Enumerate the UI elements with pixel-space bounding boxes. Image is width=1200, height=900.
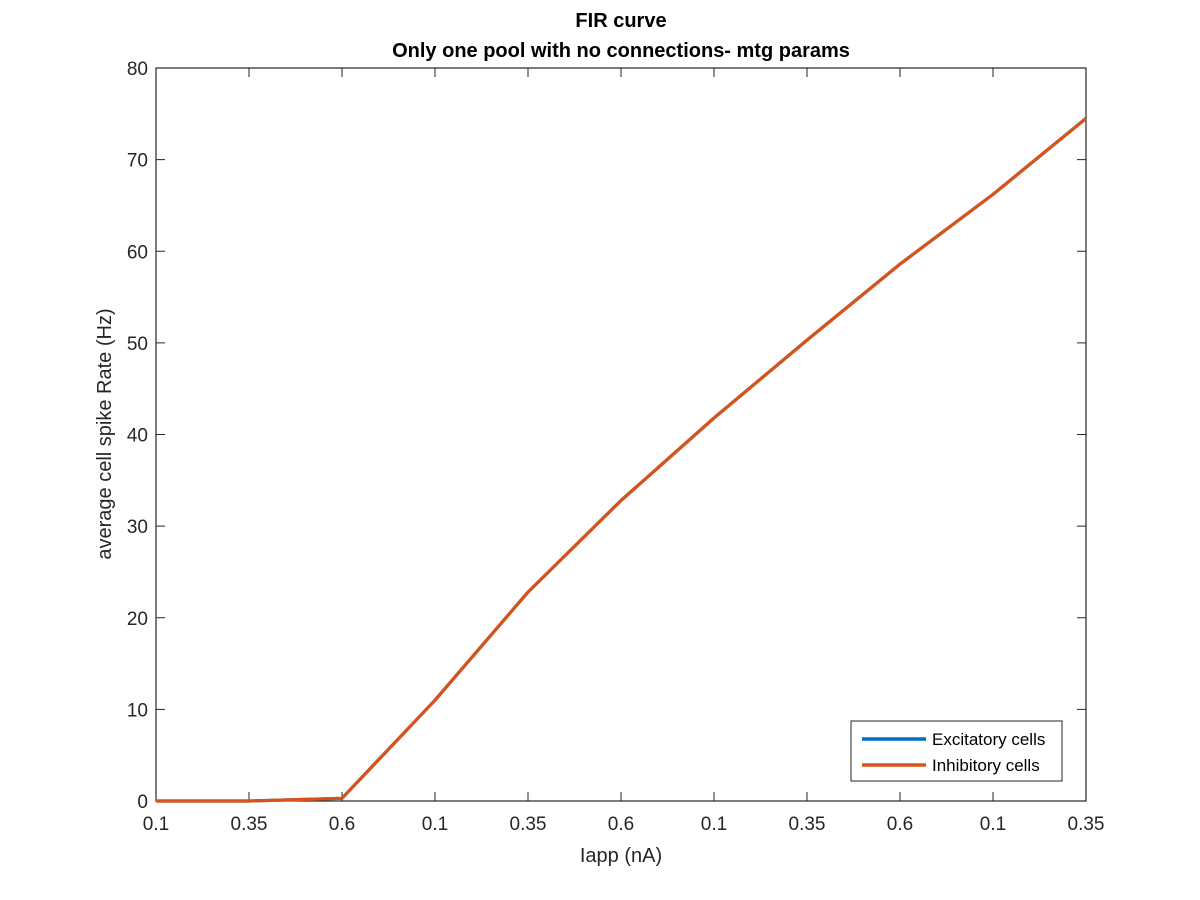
y-tick-label: 10 [127,700,148,721]
x-tick-label: 0.1 [980,814,1006,835]
x-tick-label: 0.1 [701,814,727,835]
y-tick-label: 50 [127,334,148,355]
x-tick-label: 0.6 [608,814,634,835]
x-tick-label: 0.6 [329,814,355,835]
legend-label: Excitatory cells [932,730,1045,749]
x-tick-label: 0.35 [789,814,826,835]
y-axis-label: average cell spike Rate (Hz) [94,308,116,559]
y-tick-label: 20 [127,609,148,630]
legend-label: Inhibitory cells [932,756,1040,775]
x-axis-label: Iapp (nA) [580,845,662,867]
series-line-inhibitory-cells [156,117,1088,803]
x-tick-label: 0.1 [422,814,448,835]
x-tick-label: 0.35 [1068,814,1105,835]
y-tick-label: 60 [127,242,148,263]
y-tick-label: 30 [127,517,148,538]
y-tick-label: 80 [127,59,148,80]
x-tick-label: 0.35 [231,814,268,835]
plot-area: 0.1 0.35 0.6 0.1 0.35 0.6 0.1 0.35 0.6 0.1 0.35 0 10… [127,59,1105,835]
axes-box [155,67,1087,802]
chart-title: FIR curve [575,10,666,32]
x-tick-label: 0.1 [143,814,169,835]
x-tick-label: 0.35 [510,814,547,835]
legend-box [850,720,1063,782]
y-tick-label: 0 [137,792,148,813]
chart-subtitle: Only one pool with no connections- mtg p… [392,40,850,62]
y-tick-label: 70 [127,151,148,172]
legend: Excitatory cells Inhibitory cells [850,720,1063,782]
y-tick-label: 40 [127,426,148,447]
x-tick-label: 0.6 [887,814,913,835]
